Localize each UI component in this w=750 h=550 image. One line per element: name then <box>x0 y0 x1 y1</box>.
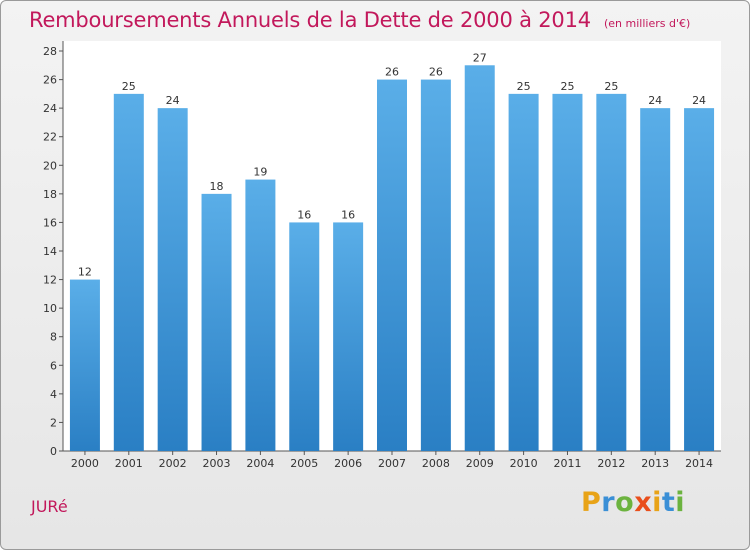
x-tick-label: 2004 <box>246 457 274 470</box>
bar <box>596 93 627 451</box>
bar <box>113 93 144 451</box>
x-tick-label: 2009 <box>466 457 494 470</box>
y-tick-label: 26 <box>43 74 57 87</box>
y-tick-label: 12 <box>43 274 57 287</box>
chart-title: Remboursements Annuels de la Dette de 20… <box>29 8 591 32</box>
brand-logo: Proxiti <box>581 487 685 518</box>
y-tick-label: 8 <box>50 331 57 344</box>
brand-letter: P <box>581 487 602 518</box>
x-tick-label: 2012 <box>597 457 625 470</box>
bar <box>640 108 671 452</box>
x-tick-label: 2008 <box>422 457 450 470</box>
x-tick-label: 2000 <box>71 457 99 470</box>
y-tick-label: 16 <box>43 216 57 229</box>
bar <box>201 193 232 451</box>
bar <box>508 93 539 451</box>
y-tick-label: 10 <box>43 302 57 315</box>
bar-value-label: 25 <box>517 80 531 93</box>
bar <box>684 108 715 452</box>
title-block: Remboursements Annuels de la Dette de 20… <box>29 8 690 32</box>
y-tick-label: 18 <box>43 188 57 201</box>
y-tick-label: 0 <box>50 445 57 458</box>
brand-letter: x <box>634 487 653 518</box>
y-tick-label: 2 <box>50 416 57 429</box>
bar-value-label: 16 <box>297 208 311 221</box>
x-tick-label: 2006 <box>334 457 362 470</box>
x-tick-label: 2013 <box>641 457 669 470</box>
bar <box>464 65 495 452</box>
bar-value-label: 26 <box>429 66 443 79</box>
x-tick-label: 2003 <box>203 457 231 470</box>
bar-value-label: 18 <box>210 180 224 193</box>
bar <box>69 279 100 451</box>
bar <box>245 179 276 452</box>
y-tick-label: 20 <box>43 159 57 172</box>
y-tick-label: 4 <box>50 388 57 401</box>
place-name: JURé <box>31 497 68 516</box>
bar-value-label: 19 <box>253 166 267 179</box>
x-tick-label: 2010 <box>510 457 538 470</box>
y-tick-label: 28 <box>43 45 57 58</box>
bar-value-label: 25 <box>122 80 136 93</box>
bar <box>333 222 364 451</box>
bar-value-label: 26 <box>385 66 399 79</box>
bar-value-label: 12 <box>78 266 92 279</box>
x-tick-label: 2014 <box>685 457 713 470</box>
y-tick-label: 14 <box>43 245 57 258</box>
brand-letter: i <box>675 487 686 518</box>
brand-letter: r <box>601 487 616 518</box>
y-tick-label: 24 <box>43 102 57 115</box>
bar-value-label: 24 <box>648 94 662 107</box>
bar-value-label: 27 <box>473 51 487 64</box>
brand-letter: i <box>652 487 662 518</box>
bar-value-label: 24 <box>692 94 706 107</box>
x-tick-label: 2001 <box>115 457 143 470</box>
bar <box>289 222 320 451</box>
bar <box>377 79 407 452</box>
bar <box>552 93 583 451</box>
x-tick-label: 2011 <box>553 457 581 470</box>
bar-value-label: 16 <box>341 208 355 221</box>
x-tick-label: 2002 <box>159 457 187 470</box>
x-tick-label: 2005 <box>290 457 318 470</box>
chart-subtitle: (en milliers d'€) <box>604 17 691 30</box>
bar <box>420 79 451 452</box>
y-tick-label: 22 <box>43 131 57 144</box>
x-tick-label: 2007 <box>378 457 406 470</box>
brand-letter: o <box>615 487 635 518</box>
bar-value-label: 25 <box>560 80 574 93</box>
bar-value-label: 24 <box>166 94 180 107</box>
bar <box>157 108 188 452</box>
y-tick-label: 6 <box>50 359 57 372</box>
brand-letter: t <box>661 487 676 518</box>
bar-value-label: 25 <box>604 80 618 93</box>
